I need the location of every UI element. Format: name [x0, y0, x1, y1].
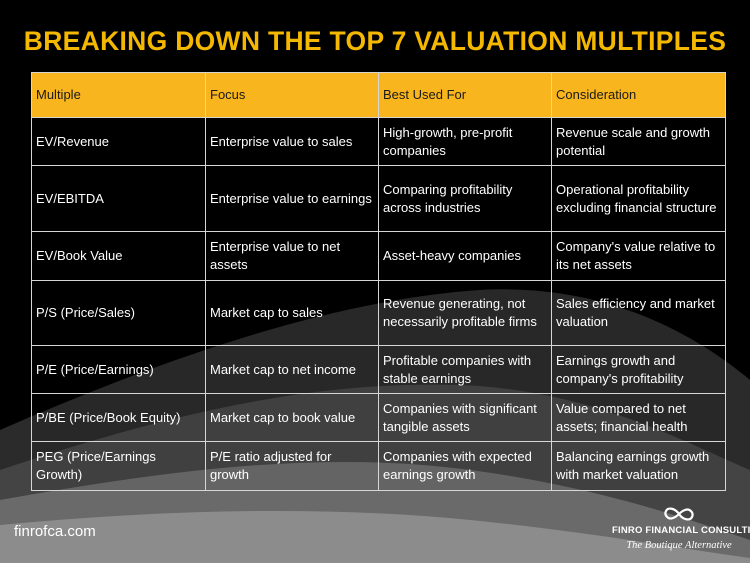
cell-consideration: Revenue scale and growth potential: [551, 117, 726, 166]
cell-focus: Market cap to sales: [205, 280, 379, 346]
header-consideration: Consideration: [551, 72, 726, 118]
cell-multiple: EV/Revenue: [31, 117, 206, 166]
brand-tagline: The Boutique Alternative: [626, 540, 732, 551]
valuation-multiples-table: Multiple Focus Best Used For Considerati…: [31, 72, 726, 491]
cell-focus: Enterprise value to net assets: [205, 231, 379, 281]
cell-multiple: EV/Book Value: [31, 231, 206, 281]
cell-multiple: P/BE (Price/Book Equity): [31, 393, 206, 442]
cell-focus: P/E ratio adjusted for growth: [205, 441, 379, 491]
header-best-used-for: Best Used For: [378, 72, 552, 118]
cell-consideration: Balancing earnings growth with market va…: [551, 441, 726, 491]
cell-focus: Enterprise value to earnings: [205, 165, 379, 232]
infinity-icon: [664, 507, 694, 521]
cell-focus: Enterprise value to sales: [205, 117, 379, 166]
cell-consideration: Operational profitability excluding fina…: [551, 165, 726, 232]
table-row: PEG (Price/Earnings Growth) P/E ratio ad…: [31, 441, 726, 491]
cell-multiple: EV/EBITDA: [31, 165, 206, 232]
cell-focus: Market cap to book value: [205, 393, 379, 442]
table-row: EV/EBITDA Enterprise value to earnings C…: [31, 165, 726, 232]
cell-consideration: Value compared to net assets; financial …: [551, 393, 726, 442]
cell-multiple: P/S (Price/Sales): [31, 280, 206, 346]
header-focus: Focus: [205, 72, 379, 118]
table-row: P/E (Price/Earnings) Market cap to net i…: [31, 345, 726, 394]
cell-multiple: PEG (Price/Earnings Growth): [31, 441, 206, 491]
cell-consideration: Company's value relative to its net asse…: [551, 231, 726, 281]
header-multiple: Multiple: [31, 72, 206, 118]
cell-best-used-for: High-growth, pre-profit companies: [378, 117, 552, 166]
cell-consideration: Earnings growth and company's profitabil…: [551, 345, 726, 394]
cell-best-used-for: Companies with significant tangible asse…: [378, 393, 552, 442]
cell-best-used-for: Profitable companies with stable earning…: [378, 345, 552, 394]
cell-best-used-for: Revenue generating, not necessarily prof…: [378, 280, 552, 346]
brand-name: FINRO FINANCIAL CONSULTING: [612, 525, 750, 536]
cell-best-used-for: Comparing profitability across industrie…: [378, 165, 552, 232]
cell-consideration: Sales efficiency and market valuation: [551, 280, 726, 346]
page-title: BREAKING DOWN THE TOP 7 VALUATION MULTIP…: [23, 26, 727, 56]
table-header-row: Multiple Focus Best Used For Considerati…: [31, 72, 726, 118]
cell-best-used-for: Companies with expected earnings growth: [378, 441, 552, 491]
table-row: EV/Revenue Enterprise value to sales Hig…: [31, 117, 726, 166]
table-row: EV/Book Value Enterprise value to net as…: [31, 231, 726, 281]
cell-multiple: P/E (Price/Earnings): [31, 345, 206, 394]
website-link[interactable]: finrofca.com: [14, 523, 96, 540]
table-row: P/BE (Price/Book Equity) Market cap to b…: [31, 393, 726, 442]
cell-focus: Market cap to net income: [205, 345, 379, 394]
cell-best-used-for: Asset-heavy companies: [378, 231, 552, 281]
brand-block: FINRO FINANCIAL CONSULTING The Boutique …: [612, 505, 750, 551]
table-row: P/S (Price/Sales) Market cap to sales Re…: [31, 280, 726, 346]
